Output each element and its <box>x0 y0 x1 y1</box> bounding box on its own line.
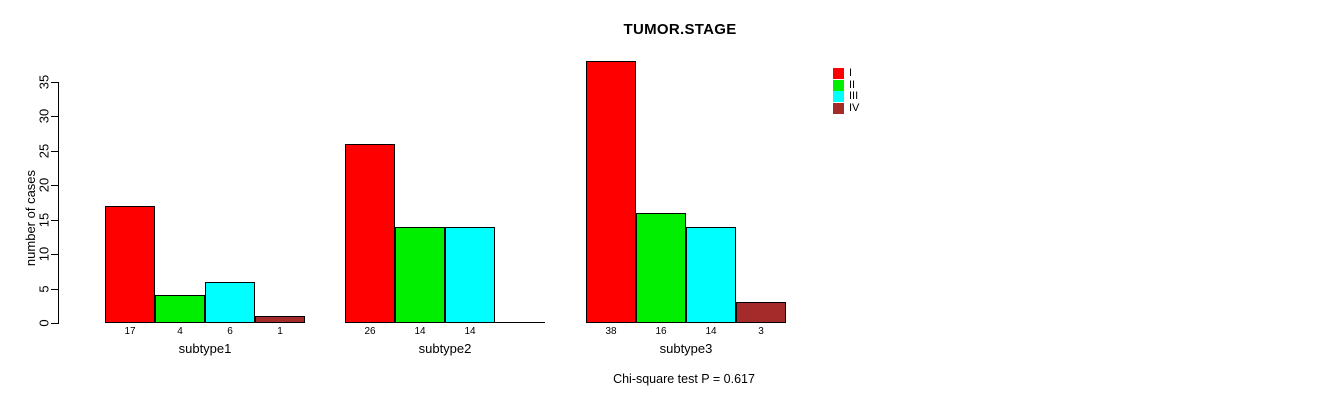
y-tick-label: 25 <box>36 143 52 159</box>
bar-subtype3-stage-IV <box>736 302 786 323</box>
y-axis-tick <box>51 116 58 117</box>
bar-count-label: 14 <box>705 326 717 337</box>
y-axis-tick <box>51 82 58 83</box>
bar-subtype3-stage-III <box>686 227 736 323</box>
legend-label: III <box>849 90 859 102</box>
bar-subtype2-stage-I <box>345 144 395 323</box>
bar-subtype2-stage-III <box>445 227 495 323</box>
bar-subtype1-stage-I <box>105 206 155 323</box>
bar-count-label: 6 <box>227 326 233 337</box>
y-tick-label: 30 <box>36 108 52 124</box>
y-axis-tick <box>51 254 58 255</box>
bar-subtype1-stage-II <box>155 295 205 323</box>
legend-swatch-IV <box>833 103 844 114</box>
bar-subtype2-stage-II <box>395 227 445 323</box>
bar-count-label: 14 <box>464 326 476 337</box>
chart-title: TUMOR.STAGE <box>623 21 737 38</box>
y-tick-label: 10 <box>36 246 52 262</box>
y-axis-line <box>58 82 59 324</box>
legend-label: II <box>849 79 856 91</box>
bar-count-label: 38 <box>605 326 617 337</box>
y-axis-tick <box>51 220 58 221</box>
bar-subtype1-stage-IV <box>255 316 305 323</box>
bar-count-label: 16 <box>655 326 667 337</box>
y-tick-label: 20 <box>36 177 52 193</box>
bar-subtype2-stage-IV-zero <box>495 322 545 323</box>
legend-label: I <box>849 67 853 79</box>
y-axis-tick <box>51 323 58 324</box>
y-tick-label: 35 <box>36 74 52 90</box>
y-axis-tick <box>51 289 58 290</box>
bar-count-label: 17 <box>124 326 136 337</box>
y-tick-label: 15 <box>36 212 52 228</box>
bar-subtype3-stage-I <box>586 61 636 323</box>
legend-swatch-I <box>833 68 844 79</box>
y-axis-tick <box>51 185 58 186</box>
bar-count-label: 3 <box>758 326 764 337</box>
bar-count-label: 14 <box>414 326 426 337</box>
footnote-chi-square: Chi-square test P = 0.617 <box>613 372 755 386</box>
bar-count-label: 1 <box>277 326 283 337</box>
x-category-label: subtype2 <box>418 341 472 356</box>
y-tick-label: 0 <box>36 319 52 327</box>
y-axis-tick <box>51 151 58 152</box>
bar-subtype1-stage-III <box>205 282 255 323</box>
legend-label: IV <box>849 102 860 114</box>
y-tick-label: 5 <box>36 285 52 293</box>
legend-swatch-II <box>833 80 844 91</box>
bar-count-label: 26 <box>364 326 376 337</box>
legend-swatch-III <box>833 91 844 102</box>
bar-subtype3-stage-II <box>636 213 686 323</box>
x-category-label: subtype3 <box>659 341 713 356</box>
bar-count-label: 4 <box>177 326 183 337</box>
x-category-label: subtype1 <box>178 341 232 356</box>
